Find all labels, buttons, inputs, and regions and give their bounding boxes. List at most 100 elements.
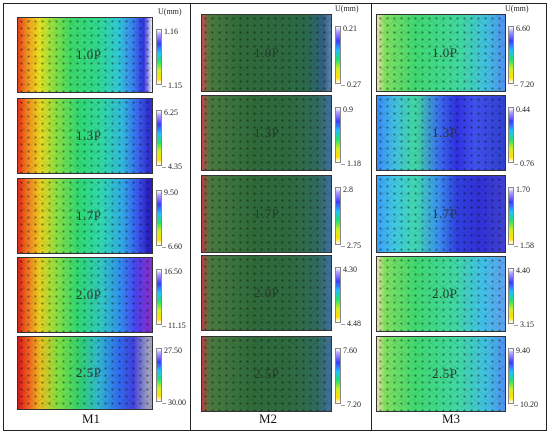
color-bar: [156, 29, 162, 85]
load-level-label: 2.0P: [254, 285, 280, 300]
speckle-overlay: [18, 258, 152, 332]
load-level-label: 1.7P: [76, 208, 102, 223]
colorbar-max-label: 4.40: [516, 266, 530, 275]
mesh-overlay: [202, 176, 331, 252]
displacement-field: [18, 99, 152, 173]
color-bar: [508, 107, 514, 163]
load-level-label: 2.5P: [76, 365, 102, 380]
dic-panel: 2.5P: [201, 336, 332, 412]
speckle-overlay: [377, 176, 505, 252]
displacement-field: [377, 337, 505, 411]
displacement-field: [377, 96, 505, 170]
speckle-overlay: [202, 256, 331, 330]
load-level-label: 1.0P: [76, 47, 102, 62]
mesh-overlay: [377, 257, 505, 331]
dic-panel: 1.3P: [17, 98, 153, 174]
mesh-overlay: [377, 15, 505, 91]
column-divider: [371, 3, 372, 431]
dic-panel: 1.7P: [17, 178, 153, 254]
colorbar-min-label: – 1.15: [162, 81, 182, 90]
colorbar-max-label: 7.60: [343, 346, 357, 355]
speckle-overlay: [377, 96, 505, 170]
load-level-label: 1.3P: [432, 125, 458, 140]
load-level-label: 1.7P: [254, 206, 280, 221]
column-label-m3: M3: [442, 411, 461, 426]
color-bar: [156, 110, 162, 166]
colorbar-max-label: 6.25: [164, 108, 178, 117]
dic-panel: 2.0P: [201, 255, 332, 331]
unit-label: U(mm): [335, 4, 359, 13]
colorbar-min-label: – 0.27: [341, 80, 361, 89]
mesh-overlay: [18, 337, 152, 409]
color-bar: [508, 26, 514, 84]
displacement-field: [377, 176, 505, 252]
unit-label: U(mm): [158, 7, 182, 16]
dic-panel: 1.3P: [201, 95, 332, 171]
colorbar-min-label: – 4.48: [341, 319, 361, 328]
load-level-label: 1.3P: [76, 128, 102, 143]
colorbar-max-label: 27.50: [164, 346, 182, 355]
displacement-field: [202, 176, 331, 252]
load-level-label: 2.5P: [432, 366, 458, 381]
speckle-overlay: [377, 257, 505, 331]
load-level-label: 2.5P: [254, 366, 280, 381]
color-bar: [156, 190, 162, 246]
colorbar-min-label: – 10.20: [514, 400, 538, 409]
load-level-label: 1.3P: [254, 125, 280, 140]
dic-panel: 1.7P: [376, 175, 506, 253]
speckle-overlay: [18, 99, 152, 173]
color-bar: [508, 187, 514, 245]
column-label-m1: M1: [82, 411, 101, 426]
displacement-field: [202, 256, 331, 330]
colorbar-max-label: 0.21: [343, 24, 357, 33]
colorbar-max-label: 9.40: [516, 346, 530, 355]
colorbar-min-label: – 3.15: [514, 320, 534, 329]
column-divider: [190, 3, 191, 431]
dic-panel: 2.5P: [17, 336, 153, 410]
colorbar-max-label: 9.50: [164, 188, 178, 197]
speckle-overlay: [18, 337, 152, 409]
load-level-label: 1.7P: [432, 206, 458, 221]
colorbar-min-label: – 1.58: [514, 241, 534, 250]
color-bar: [335, 267, 341, 323]
colorbar-min-label: – 2.75: [341, 241, 361, 250]
displacement-field: [18, 18, 152, 92]
speckle-overlay: [202, 96, 331, 170]
colorbar-min-label: – 0.76: [514, 159, 534, 168]
mesh-overlay: [202, 337, 331, 411]
color-bar: [335, 107, 341, 163]
speckle-overlay: [377, 15, 505, 91]
load-level-label: 1.0P: [254, 45, 280, 60]
color-bar: [156, 269, 162, 325]
mesh-overlay: [377, 176, 505, 252]
colorbar-max-label: 6.60: [516, 24, 530, 33]
dic-panel: 1.0P: [17, 17, 153, 93]
colorbar-max-label: 0.9: [343, 105, 353, 114]
load-level-label: 2.0P: [76, 287, 102, 302]
mesh-overlay: [377, 96, 505, 170]
mesh-overlay: [18, 258, 152, 332]
dic-panel: 2.5P: [376, 336, 506, 412]
displacement-field: [18, 337, 152, 409]
dic-panel: 1.0P: [376, 14, 506, 92]
speckle-overlay: [202, 15, 331, 91]
colorbar-max-label: 4.30: [343, 265, 357, 274]
color-bar: [156, 348, 162, 402]
displacement-field: [18, 258, 152, 332]
color-bar: [508, 268, 514, 324]
speckle-overlay: [202, 176, 331, 252]
unit-label: U(mm): [505, 4, 529, 13]
mesh-overlay: [18, 179, 152, 253]
mesh-overlay: [202, 96, 331, 170]
color-bar: [335, 26, 341, 84]
colorbar-min-label: – 30.00: [162, 398, 186, 407]
speckle-overlay: [18, 18, 152, 92]
mesh-overlay: [377, 337, 505, 411]
mesh-overlay: [18, 18, 152, 92]
load-level-label: 2.0P: [432, 286, 458, 301]
load-level-label: 1.0P: [432, 45, 458, 60]
colorbar-min-label: – 4.35: [162, 162, 182, 171]
colorbar-min-label: – 7.20: [514, 80, 534, 89]
colorbar-max-label: 2.8: [343, 185, 353, 194]
displacement-field: [202, 15, 331, 91]
